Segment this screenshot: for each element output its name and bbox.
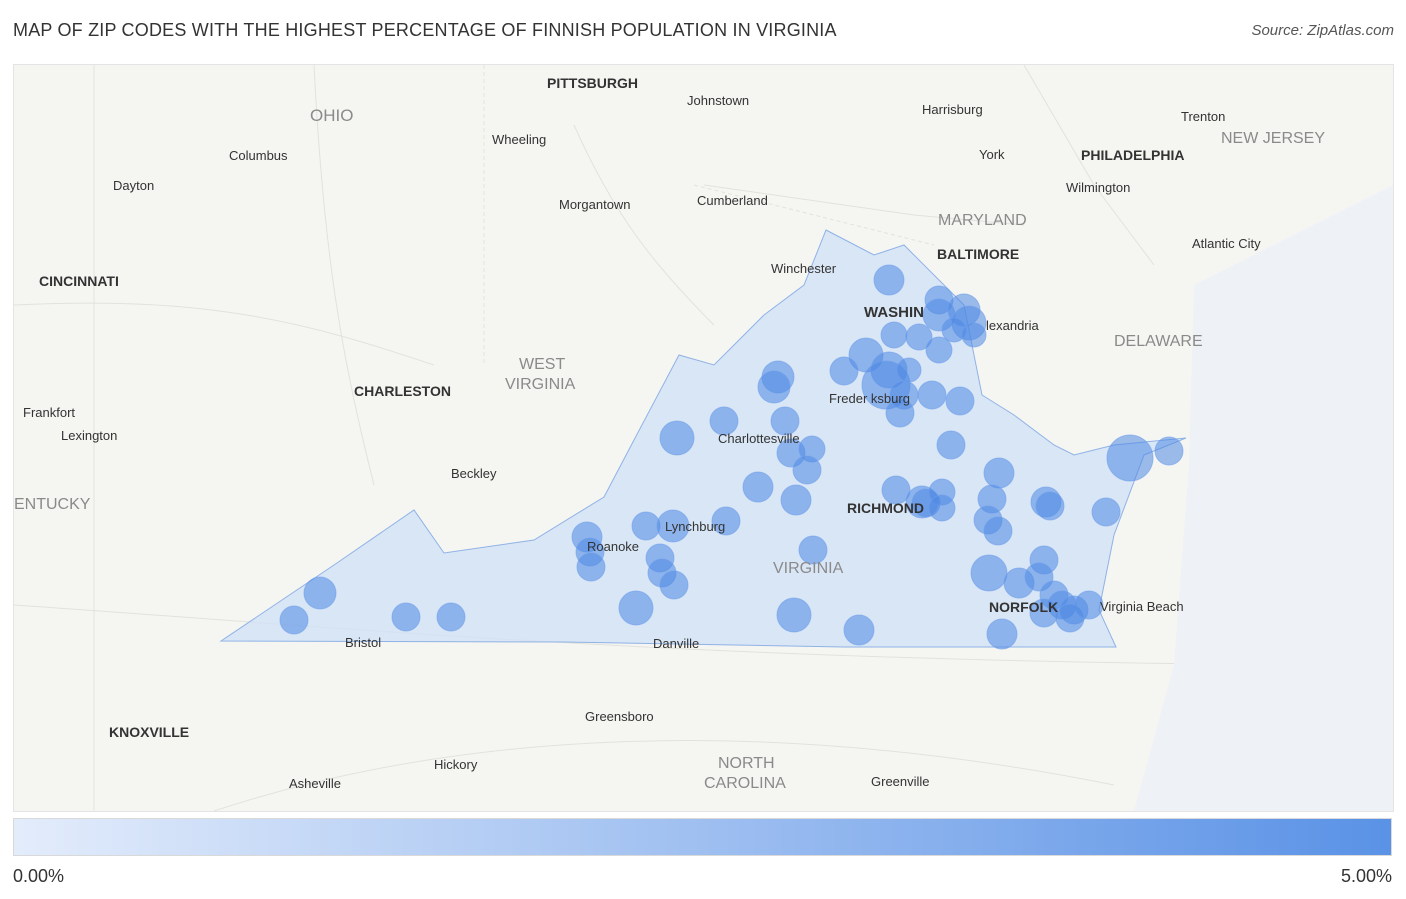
zip-bubble[interactable] — [436, 602, 466, 632]
zip-bubble[interactable] — [986, 618, 1018, 650]
label-cincinnati: CINCINNATI — [39, 273, 119, 289]
label-virginia: VIRGINIA — [773, 560, 844, 577]
label-york: York — [979, 147, 1005, 162]
label-knoxville: KNOXVILLE — [109, 724, 189, 740]
label-alexandria: lexandria — [986, 318, 1040, 333]
zip-bubble[interactable] — [279, 605, 309, 635]
label-harrisburg: Harrisburg — [922, 102, 983, 117]
zip-bubble[interactable] — [391, 602, 421, 632]
zip-bubble[interactable] — [1055, 603, 1085, 633]
label-richmond: RICHMOND — [847, 500, 924, 516]
zip-bubble[interactable] — [631, 511, 661, 541]
zip-bubble[interactable] — [1029, 598, 1059, 628]
zip-bubble[interactable] — [917, 380, 947, 410]
zip-bubble[interactable] — [925, 336, 953, 364]
zip-bubble[interactable] — [780, 484, 812, 516]
label-asheville: Asheville — [289, 776, 341, 791]
label-carolina: CAROLINA — [704, 775, 786, 792]
label-lynchburg: Lynchburg — [665, 519, 725, 534]
zip-bubble[interactable] — [970, 554, 1008, 592]
source-attribution: Source: ZipAtlas.com — [1251, 22, 1394, 39]
label-baltimore: BALTIMORE — [937, 246, 1019, 262]
label-virginia-beach: Virginia Beach — [1100, 599, 1184, 614]
zip-bubble[interactable] — [618, 590, 654, 626]
zip-bubble[interactable] — [303, 576, 337, 610]
zip-bubble[interactable] — [1154, 436, 1184, 466]
label-atlantic-city: Atlantic City — [1192, 236, 1261, 251]
zip-bubble[interactable] — [928, 494, 956, 522]
zip-bubble[interactable] — [885, 398, 915, 428]
label-greenville: Greenville — [871, 774, 930, 789]
map-title: MAP OF ZIP CODES WITH THE HIGHEST PERCEN… — [13, 20, 837, 40]
label-washington: WASHIN — [864, 304, 924, 321]
zip-bubble[interactable] — [711, 506, 741, 536]
zip-bubble[interactable] — [881, 475, 911, 505]
label-virginia-wv: VIRGINIA — [505, 376, 576, 393]
zip-bubble[interactable] — [576, 552, 606, 582]
map-labels: PITTSBURGH Johnstown Harrisburg Trenton … — [14, 75, 1325, 792]
label-lexington: Lexington — [61, 428, 117, 443]
label-bristol: Bristol — [345, 635, 381, 650]
label-norfolk: NORFOLK — [989, 599, 1058, 615]
zip-bubble[interactable] — [709, 406, 739, 436]
zip-bubble[interactable] — [1035, 491, 1065, 521]
zip-bubble[interactable] — [776, 597, 812, 633]
label-ohio: OHIO — [310, 106, 353, 125]
zip-bubble[interactable] — [873, 264, 905, 296]
label-dayton: Dayton — [113, 178, 154, 193]
zip-bubble[interactable] — [936, 430, 966, 460]
zip-bubble[interactable] — [945, 386, 975, 416]
label-kentucky: ENTUCKY — [14, 496, 91, 513]
zip-bubble[interactable] — [659, 570, 689, 600]
map-area[interactable]: PITTSBURGH Johnstown Harrisburg Trenton … — [13, 64, 1394, 812]
zip-bubble[interactable] — [1106, 434, 1154, 482]
label-wilmington: Wilmington — [1066, 180, 1130, 195]
label-danville: Danville — [653, 636, 699, 651]
zip-bubble[interactable] — [896, 357, 922, 383]
label-hickory: Hickory — [434, 757, 478, 772]
label-winchester: Winchester — [771, 261, 837, 276]
label-charlottesville: Charlottesville — [718, 431, 800, 446]
zip-bubble[interactable] — [656, 509, 690, 543]
ocean — [1134, 185, 1393, 811]
zip-bubbles — [279, 264, 1184, 650]
zip-bubble[interactable] — [983, 516, 1013, 546]
label-north: NORTH — [718, 755, 775, 772]
legend-color-scale — [13, 818, 1392, 856]
label-greensboro: Greensboro — [585, 709, 654, 724]
zip-bubble[interactable] — [983, 457, 1015, 489]
label-new-jersey: NEW JERSEY — [1221, 130, 1325, 147]
zip-bubble[interactable] — [757, 370, 791, 404]
zip-bubble[interactable] — [798, 535, 828, 565]
label-delaware: DELAWARE — [1114, 333, 1203, 350]
label-wheeling: Wheeling — [492, 132, 546, 147]
label-beckley: Beckley — [451, 466, 497, 481]
label-johnstown: Johnstown — [687, 93, 749, 108]
zip-bubble[interactable] — [770, 406, 800, 436]
zip-bubble[interactable] — [829, 356, 859, 386]
label-cumberland: Cumberland — [697, 193, 768, 208]
label-roanoke: Roanoke — [587, 539, 639, 554]
label-maryland: MARYLAND — [938, 212, 1027, 229]
zip-bubble[interactable] — [961, 322, 987, 348]
label-philadelphia: PHILADELPHIA — [1081, 147, 1184, 163]
zip-bubble[interactable] — [659, 420, 695, 456]
label-trenton: Trenton — [1181, 109, 1225, 124]
label-morgantown: Morgantown — [559, 197, 631, 212]
zip-bubble[interactable] — [742, 471, 774, 503]
map-canvas: PITTSBURGH Johnstown Harrisburg Trenton … — [14, 65, 1393, 811]
label-fredericksburg: Freder ksburg — [829, 391, 910, 406]
zip-bubble[interactable] — [792, 455, 822, 485]
legend-max-label: 5.00% — [1340, 866, 1392, 886]
label-pittsburgh: PITTSBURGH — [547, 75, 638, 91]
label-columbus: Columbus — [229, 148, 288, 163]
zip-bubble[interactable] — [843, 614, 875, 646]
legend-min-label: 0.00% — [13, 866, 65, 886]
zip-bubble[interactable] — [880, 321, 908, 349]
basemap-lines — [14, 65, 1393, 811]
zip-bubble[interactable] — [1091, 497, 1121, 527]
label-west: WEST — [519, 356, 565, 373]
label-charleston: CHARLESTON — [354, 383, 451, 399]
label-frankfort: Frankfort — [23, 405, 75, 420]
